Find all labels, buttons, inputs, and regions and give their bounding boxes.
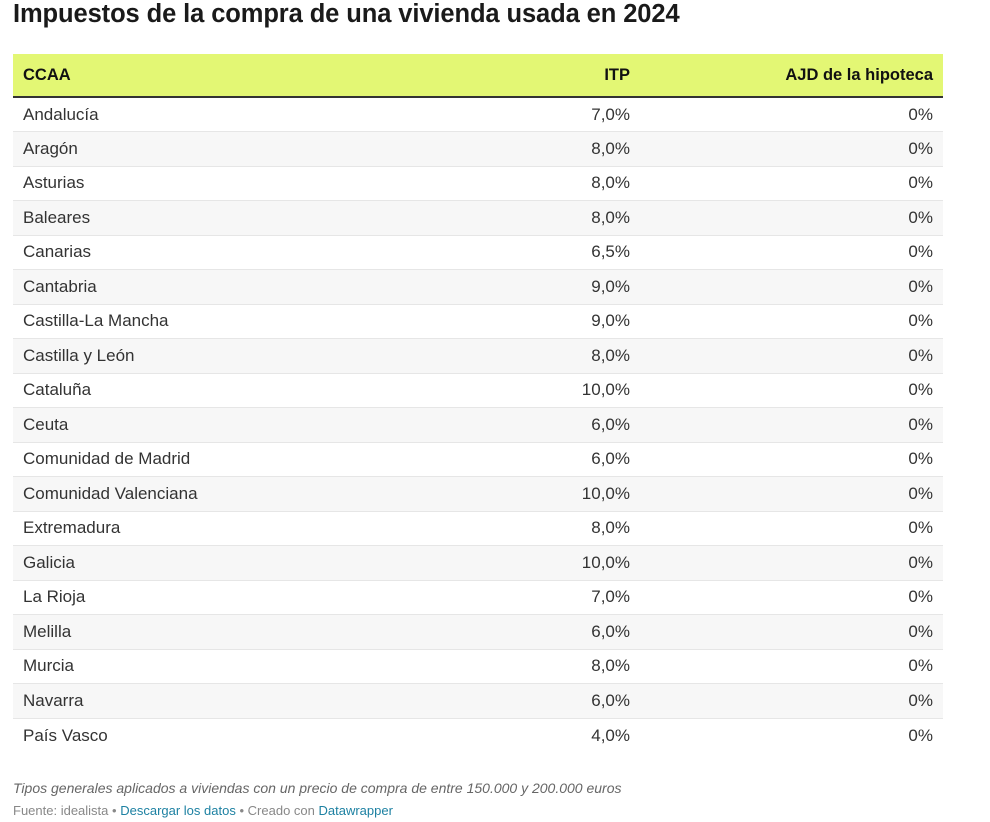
table-row: Comunidad de Madrid 6,0% 0% <box>13 442 943 477</box>
table-row: Castilla y León 8,0% 0% <box>13 338 943 374</box>
footer: Fuente: idealista • Descargar los datos … <box>13 802 393 820</box>
cell-ccaa: Asturias <box>13 166 343 201</box>
cell-itp: 9,0% <box>343 269 640 305</box>
table-row: Aragón 8,0% 0% <box>13 131 943 167</box>
cell-ajd: 0% <box>640 476 943 512</box>
table-row: Comunidad Valenciana 10,0% 0% <box>13 476 943 512</box>
cell-itp: 10,0% <box>343 476 640 512</box>
cell-ajd: 0% <box>640 304 943 339</box>
cell-ccaa: Ceuta <box>13 407 343 443</box>
cell-ajd: 0% <box>640 511 943 546</box>
cell-itp: 4,0% <box>591 725 630 745</box>
cell-ccaa: Melilla <box>13 614 343 650</box>
cell-itp: 7,0% <box>343 580 640 615</box>
table-header-row: CCAA ITP AJD de la hipoteca <box>13 54 943 98</box>
cell-ccaa: Comunidad Valenciana <box>13 476 343 512</box>
cell-ccaa: Cantabria <box>13 269 343 305</box>
cell-ajd: 0% <box>640 580 943 615</box>
cell-itp: 6,5% <box>343 235 640 270</box>
cell-itp: 6,0% <box>343 614 640 650</box>
cell-itp: 8,0% <box>343 649 640 684</box>
cell-itp: 6,0% <box>343 407 640 443</box>
cell-ccaa: Baleares <box>13 200 343 236</box>
cell-itp: 6,0% <box>343 442 640 477</box>
cell-itp: 9,0% <box>343 304 640 339</box>
cell-ajd: 0% <box>640 269 943 305</box>
cell-ajd: 0% <box>640 338 943 374</box>
cell-ccaa: Castilla y León <box>13 338 343 374</box>
cell-ajd: 0% <box>640 200 943 236</box>
table-row: Baleares 8,0% 0% <box>13 200 943 236</box>
cell-ajd: 0% <box>640 614 943 650</box>
cell-ajd: 0% <box>640 649 943 684</box>
cell-itp: 8,0% <box>343 166 640 201</box>
table-row: Galicia 10,0% 0% <box>13 545 943 581</box>
cell-ajd: 0% <box>640 683 943 719</box>
cell-itp: 10,0% <box>343 545 640 581</box>
data-table-container: CCAA ITP AJD de la hipoteca Andalucía 7,0… <box>13 54 943 753</box>
cell-itp: 8,0% <box>343 338 640 374</box>
source-text: Fuente: idealista <box>13 803 109 818</box>
cell-ccaa: Navarra <box>13 683 343 719</box>
cell-ajd: 0% <box>640 545 943 581</box>
table-notes: Tipos generales aplicados a viviendas co… <box>13 780 622 796</box>
page-title: Impuestos de la compra de una vivienda u… <box>13 0 680 28</box>
cell-ccaa: Galicia <box>13 545 343 581</box>
cell-ccaa: Cataluña <box>13 373 343 408</box>
data-table: CCAA ITP AJD de la hipoteca Andalucía 7,0… <box>13 54 943 753</box>
cell-ajd: 0% <box>908 725 933 745</box>
cell-ccaa: Andalucía <box>13 97 343 132</box>
cell-itp: 7,0% <box>343 97 640 132</box>
table-header: CCAA ITP AJD de la hipoteca <box>13 54 943 98</box>
cell-ajd: 0% <box>640 442 943 477</box>
table-row: Navarra 6,0% 0% <box>13 683 943 719</box>
table-row: Ceuta 6,0% 0% <box>13 407 943 443</box>
datawrapper-link[interactable]: Datawrapper <box>318 803 393 818</box>
table-row: Andalucía 7,0% 0% <box>13 97 943 132</box>
cell-itp: 8,0% <box>343 131 640 167</box>
table-body: Andalucía 7,0% 0% Aragón 8,0% 0% Asturias 8,0% 0… <box>13 97 943 753</box>
cell-ccaa: Extremadura <box>13 511 343 546</box>
table-row: Melilla 6,0% 0% <box>13 614 943 650</box>
cell-itp: 6,0% <box>343 683 640 719</box>
cell-itp: 8,0% <box>343 200 640 236</box>
footer-separator: • <box>239 803 245 818</box>
table-row: Cataluña 10,0% 0% <box>13 373 943 408</box>
cell-ccaa: Aragón <box>13 131 343 167</box>
cell-ajd: 0% <box>640 166 943 201</box>
cell-ajd: 0% <box>640 131 943 167</box>
created-with-text: Creado con <box>247 803 315 818</box>
cell-itp: 10,0% <box>343 373 640 408</box>
cell-ccaa: Comunidad de Madrid <box>13 442 343 477</box>
cell-ccaa: Canarias <box>13 235 343 270</box>
cell-ccaa: La Rioja <box>13 580 343 615</box>
table-row: Extremadura 8,0% 0% <box>13 511 943 546</box>
cell-ajd: 0% <box>640 373 943 408</box>
table-row: Asturias 8,0% 0% <box>13 166 943 201</box>
cell-ccaa: Castilla-La Mancha <box>13 304 343 339</box>
cell-ccaa: País Vasco <box>23 725 108 745</box>
footer-separator: • <box>112 803 117 818</box>
table-row: Canarias 6,5% 0% <box>13 235 943 270</box>
table-row: Cantabria 9,0% 0% <box>13 269 943 305</box>
cell-itp: 8,0% <box>343 511 640 546</box>
table-row: Murcia 8,0% 0% <box>13 649 943 684</box>
cell-ajd: 0% <box>640 407 943 443</box>
cell-ajd: 0% <box>640 97 943 132</box>
table-row: Castilla-La Mancha 9,0% 0% <box>13 304 943 339</box>
table-row: País Vasco 4,0% 0% <box>13 718 943 753</box>
table-row: La Rioja 7,0% 0% <box>13 580 943 615</box>
cell-ajd: 0% <box>640 235 943 270</box>
download-data-link[interactable]: Descargar los datos <box>120 803 236 818</box>
column-header-itp[interactable]: ITP <box>343 54 640 98</box>
column-header-ajd[interactable]: AJD de la hipoteca <box>640 54 943 98</box>
cell-ccaa: Murcia <box>13 649 343 684</box>
column-header-ccaa[interactable]: CCAA <box>13 54 343 98</box>
